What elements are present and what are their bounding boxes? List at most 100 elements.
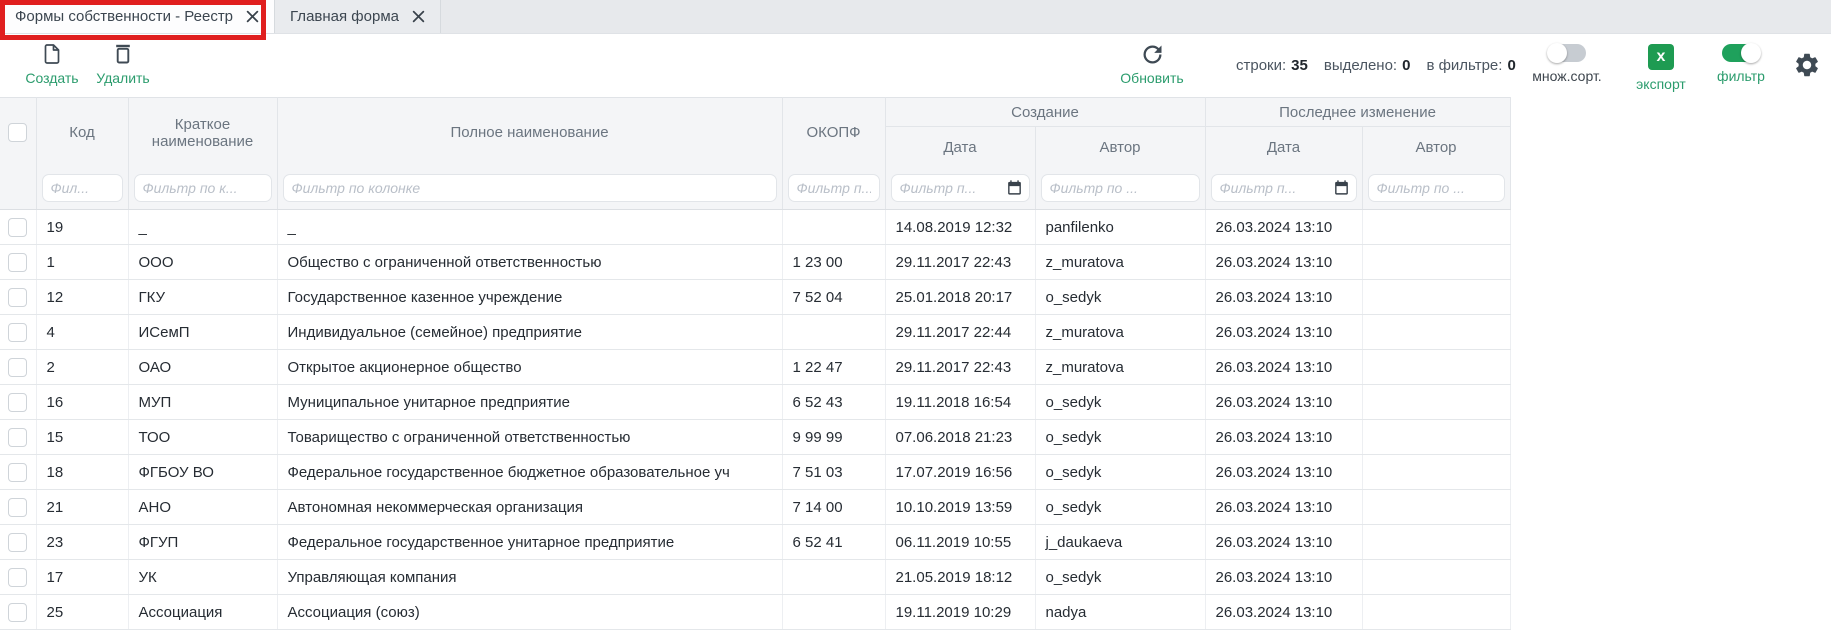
create-button[interactable]: Создать <box>14 40 90 86</box>
cell-change-date: 26.03.2024 13:10 <box>1205 489 1363 525</box>
export-button[interactable]: x экспорт <box>1632 44 1690 92</box>
cell-full-name: Индивидуальное (семейное) предприятие <box>277 314 783 350</box>
select-all-checkbox[interactable] <box>8 123 28 142</box>
col-header-code[interactable]: Код <box>36 97 129 167</box>
cell-creation-author: o_sedyk <box>1035 279 1206 315</box>
cell-full-name: Федеральное государственное бюджетное об… <box>277 454 783 490</box>
refresh-button[interactable]: Обновить <box>1114 40 1190 86</box>
table-row[interactable]: 21 АНО Автономная некоммерческая организац… <box>0 489 1511 525</box>
multisort-switch-off[interactable] <box>1547 43 1586 63</box>
row-checkbox[interactable] <box>8 322 28 342</box>
cell-creation-date: 10.10.2019 13:59 <box>885 489 1036 525</box>
delete-button[interactable]: Удалить <box>85 40 161 86</box>
col-header-change-date[interactable]: Дата <box>1205 126 1363 167</box>
filter-input-code[interactable] <box>41 174 123 202</box>
cell-change-author <box>1362 349 1511 385</box>
filter-input-okopf[interactable] <box>787 174 880 202</box>
cell-short-name: МУП <box>128 384 278 420</box>
row-checkbox[interactable] <box>8 532 28 552</box>
cell-code: 4 <box>36 314 129 350</box>
filter-input-change-date[interactable] <box>1210 174 1357 202</box>
cell-code: 19 <box>36 209 129 245</box>
col-header-okopf[interactable]: ОКОПФ <box>782 97 886 167</box>
filter-toggle[interactable]: фильтр <box>1712 43 1770 84</box>
cell-okopf <box>782 594 886 630</box>
filter-input-creation-date[interactable] <box>890 174 1030 202</box>
cell-short-name: АНО <box>128 489 278 525</box>
col-header-creation-date[interactable]: Дата <box>885 126 1036 167</box>
settings-button[interactable] <box>1790 48 1824 82</box>
tab-forms-registry[interactable]: Формы собственности - Реестр <box>0 0 275 33</box>
row-checkbox-cell <box>0 454 37 490</box>
multisort-toggle[interactable]: множ.сорт. <box>1528 43 1606 84</box>
cell-creation-date: 29.11.2017 22:43 <box>885 244 1036 280</box>
row-checkbox-cell <box>0 244 37 280</box>
cell-change-date: 26.03.2024 13:10 <box>1205 384 1363 420</box>
table-row[interactable]: 12 ГКУ Государственное казенное учреждение… <box>0 279 1511 315</box>
tab-main-form[interactable]: Главная форма <box>274 0 441 33</box>
table-row[interactable]: 15 ТОО Товарищество с ограниченной ответст… <box>0 419 1511 455</box>
tab-close-icon[interactable] <box>246 10 259 23</box>
cell-creation-date: 25.01.2018 20:17 <box>885 279 1036 315</box>
cell-code: 21 <box>36 489 129 525</box>
table-row[interactable]: 23 ФГУП Федеральное государственное унитар… <box>0 524 1511 560</box>
filter-input-short-name[interactable] <box>133 174 272 202</box>
row-checkbox[interactable] <box>8 357 28 377</box>
table-row[interactable]: 2 ОАО Открытое акционерное общество 1 22 47… <box>0 349 1511 385</box>
cell-full-name: Ассоциация (союз) <box>277 594 783 630</box>
row-checkbox[interactable] <box>8 392 28 412</box>
cell-change-author <box>1362 209 1511 245</box>
col-header-short-name[interactable]: Краткое наименование <box>128 97 278 167</box>
calendar-icon[interactable] <box>1333 179 1350 196</box>
tab-label: Главная форма <box>290 8 399 25</box>
cell-short-name: ФГБОУ ВО <box>128 454 278 490</box>
cell-short-name: ТОО <box>128 419 278 455</box>
col-header-full-name[interactable]: Полное наименование <box>277 97 783 167</box>
table-row[interactable]: 1 ООО Общество с ограниченной ответственно… <box>0 244 1511 280</box>
row-checkbox-cell <box>0 419 37 455</box>
cell-creation-date: 29.11.2017 22:44 <box>885 314 1036 350</box>
table-row[interactable]: 17 УК Управляющая компания 21.05.2019 18:12… <box>0 559 1511 595</box>
trash-icon <box>111 40 135 68</box>
cell-creation-author: z_muratova <box>1035 314 1206 350</box>
cell-full-name: Открытое акционерное общество <box>277 349 783 385</box>
row-checkbox[interactable] <box>8 602 28 622</box>
grid-stats: строки: 35 выделено: 0 в фильтре: 0 <box>1236 34 1516 97</box>
col-header-creation-author[interactable]: Автор <box>1035 126 1206 167</box>
cell-full-name: Товарищество с ограниченной ответственно… <box>277 419 783 455</box>
row-checkbox[interactable] <box>8 252 28 272</box>
cell-full-name: Общество с ограниченной ответственностью <box>277 244 783 280</box>
cell-code: 17 <box>36 559 129 595</box>
cell-code: 15 <box>36 419 129 455</box>
row-checkbox[interactable] <box>8 497 28 517</box>
tab-close-icon[interactable] <box>412 10 425 23</box>
filter-input-change-author[interactable] <box>1367 174 1505 202</box>
row-checkbox[interactable] <box>8 287 28 307</box>
row-checkbox[interactable] <box>8 217 28 237</box>
create-label: Создать <box>25 70 79 86</box>
row-checkbox[interactable] <box>8 427 28 447</box>
col-header-change-author[interactable]: Автор <box>1362 126 1511 167</box>
cell-creation-author: o_sedyk <box>1035 454 1206 490</box>
cell-short-name: ФГУП <box>128 524 278 560</box>
row-checkbox-cell <box>0 209 37 245</box>
row-checkbox[interactable] <box>8 567 28 587</box>
tab-label: Формы собственности - Реестр <box>15 8 234 25</box>
calendar-icon[interactable] <box>1006 179 1023 196</box>
cell-code: 2 <box>36 349 129 385</box>
cell-okopf: 7 52 04 <box>782 279 886 315</box>
table-row[interactable]: 18 ФГБОУ ВО Федеральное государственное бю… <box>0 454 1511 490</box>
table-row[interactable]: 16 МУП Муниципальное унитарное предприятие… <box>0 384 1511 420</box>
grid-header: Код Краткое наименование Полное наименов… <box>0 97 1511 210</box>
filter-switch-on[interactable] <box>1722 43 1761 63</box>
cell-change-date: 26.03.2024 13:10 <box>1205 349 1363 385</box>
tab-bar: Формы собственности - Реестр Главная фор… <box>0 0 1831 34</box>
filter-input-full-name[interactable] <box>282 174 777 202</box>
excel-export-icon: x <box>1648 44 1674 70</box>
table-row[interactable]: 19 _ _ 14.08.2019 12:32 panfilenko 26.03.2024… <box>0 209 1511 245</box>
table-row[interactable]: 4 ИСемП Индивидуальное (семейное) предприя… <box>0 314 1511 350</box>
row-checkbox[interactable] <box>8 462 28 482</box>
filter-input-creation-author[interactable] <box>1040 174 1200 202</box>
cell-change-author <box>1362 384 1511 420</box>
table-row[interactable]: 25 Ассоциация Ассоциация (союз) 19.11.2019 … <box>0 594 1511 630</box>
